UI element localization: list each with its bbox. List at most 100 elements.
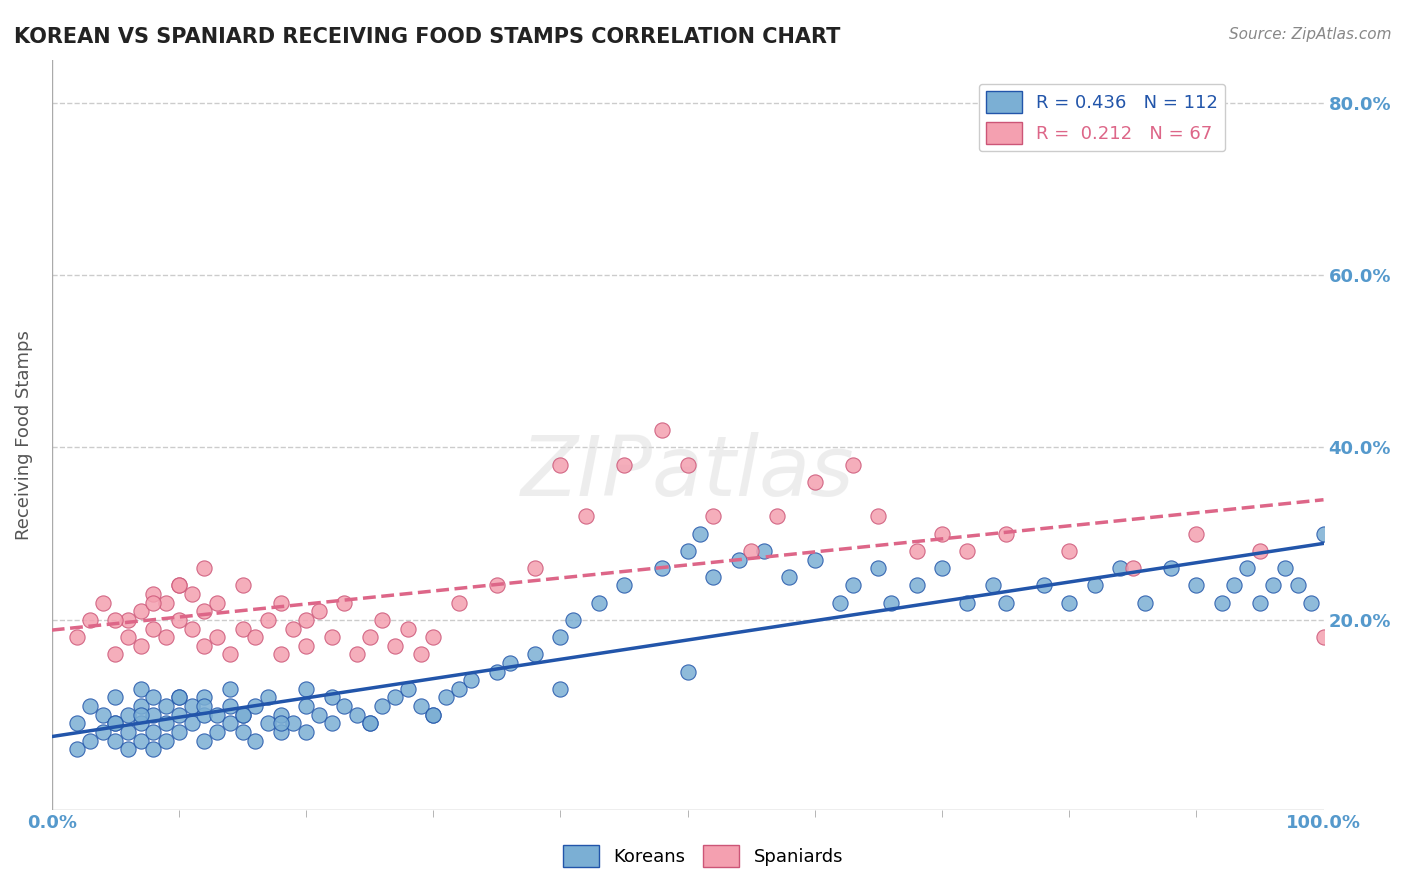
- Point: [155, 596, 177, 610]
- Point: [931, 561, 953, 575]
- Point: [193, 699, 215, 714]
- Point: [142, 725, 165, 739]
- Point: [245, 733, 267, 747]
- Point: [295, 613, 318, 627]
- Point: [218, 681, 240, 696]
- Point: [651, 423, 673, 437]
- Text: Source: ZipAtlas.com: Source: ZipAtlas.com: [1229, 27, 1392, 42]
- Point: [422, 630, 444, 644]
- Point: [117, 707, 139, 722]
- Point: [359, 716, 381, 731]
- Text: ZIPatlas: ZIPatlas: [520, 432, 855, 513]
- Point: [676, 665, 699, 679]
- Point: [180, 716, 202, 731]
- Point: [270, 596, 292, 610]
- Point: [346, 648, 368, 662]
- Point: [842, 458, 865, 472]
- Point: [167, 578, 190, 592]
- Point: [231, 707, 253, 722]
- Point: [117, 742, 139, 756]
- Point: [155, 733, 177, 747]
- Text: KOREAN VS SPANIARD RECEIVING FOOD STAMPS CORRELATION CHART: KOREAN VS SPANIARD RECEIVING FOOD STAMPS…: [14, 27, 841, 46]
- Point: [422, 707, 444, 722]
- Point: [257, 690, 280, 705]
- Point: [689, 526, 711, 541]
- Point: [129, 707, 152, 722]
- Point: [308, 604, 330, 618]
- Point: [167, 690, 190, 705]
- Point: [422, 707, 444, 722]
- Point: [868, 561, 890, 575]
- Point: [231, 622, 253, 636]
- Point: [1211, 596, 1233, 610]
- Point: [129, 639, 152, 653]
- Legend: R = 0.436   N = 112, R =  0.212   N = 67: R = 0.436 N = 112, R = 0.212 N = 67: [979, 84, 1226, 151]
- Point: [588, 596, 610, 610]
- Point: [524, 561, 547, 575]
- Point: [1274, 561, 1296, 575]
- Point: [104, 716, 127, 731]
- Point: [1299, 596, 1322, 610]
- Point: [270, 725, 292, 739]
- Point: [180, 622, 202, 636]
- Point: [842, 578, 865, 592]
- Point: [129, 733, 152, 747]
- Point: [1084, 578, 1107, 592]
- Point: [371, 699, 394, 714]
- Point: [447, 596, 470, 610]
- Point: [524, 648, 547, 662]
- Point: [205, 707, 228, 722]
- Point: [956, 596, 979, 610]
- Point: [485, 578, 508, 592]
- Point: [79, 699, 101, 714]
- Point: [1261, 578, 1284, 592]
- Point: [257, 716, 280, 731]
- Point: [193, 707, 215, 722]
- Point: [104, 733, 127, 747]
- Point: [676, 458, 699, 472]
- Point: [575, 509, 598, 524]
- Point: [409, 648, 432, 662]
- Point: [167, 707, 190, 722]
- Point: [1160, 561, 1182, 575]
- Point: [1312, 630, 1334, 644]
- Point: [79, 613, 101, 627]
- Point: [613, 458, 636, 472]
- Point: [91, 725, 114, 739]
- Point: [257, 613, 280, 627]
- Point: [1057, 596, 1080, 610]
- Point: [270, 716, 292, 731]
- Point: [1249, 596, 1271, 610]
- Point: [752, 544, 775, 558]
- Point: [778, 570, 800, 584]
- Point: [1185, 578, 1208, 592]
- Point: [804, 475, 827, 489]
- Point: [727, 552, 749, 566]
- Point: [104, 648, 127, 662]
- Point: [270, 648, 292, 662]
- Point: [1122, 561, 1144, 575]
- Point: [994, 526, 1017, 541]
- Point: [245, 699, 267, 714]
- Point: [1135, 596, 1157, 610]
- Point: [1109, 561, 1132, 575]
- Point: [550, 681, 572, 696]
- Point: [460, 673, 482, 688]
- Point: [117, 725, 139, 739]
- Point: [193, 639, 215, 653]
- Point: [218, 699, 240, 714]
- Point: [283, 622, 305, 636]
- Point: [651, 561, 673, 575]
- Point: [321, 690, 343, 705]
- Point: [104, 613, 127, 627]
- Point: [295, 699, 318, 714]
- Point: [129, 699, 152, 714]
- Point: [804, 552, 827, 566]
- Point: [765, 509, 787, 524]
- Point: [167, 725, 190, 739]
- Point: [66, 630, 89, 644]
- Point: [434, 690, 457, 705]
- Point: [868, 509, 890, 524]
- Point: [104, 716, 127, 731]
- Point: [371, 613, 394, 627]
